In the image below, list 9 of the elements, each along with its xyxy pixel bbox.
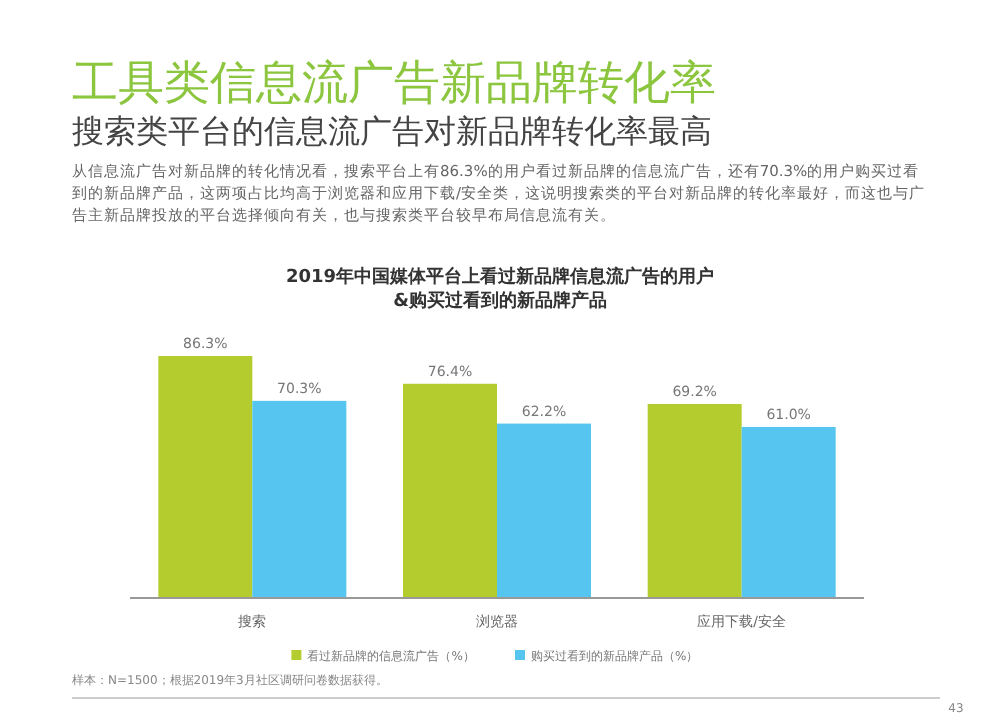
- bar: [647, 403, 742, 598]
- bar: [252, 400, 347, 598]
- text: 2019年中国媒体平台上看过新品牌信息流广告的用户&购买过看到的新品牌产品: [285, 266, 715, 312]
- bar: [741, 426, 836, 598]
- bar: [158, 356, 253, 598]
- bar: [497, 423, 591, 598]
- chart-title: 工具类信息流广告新品牌转化率: [72, 56, 716, 114]
- chart-subtitle: 搜索类平台的信息流广告对新品牌转化率最高: [72, 112, 712, 154]
- bar: [403, 383, 497, 598]
